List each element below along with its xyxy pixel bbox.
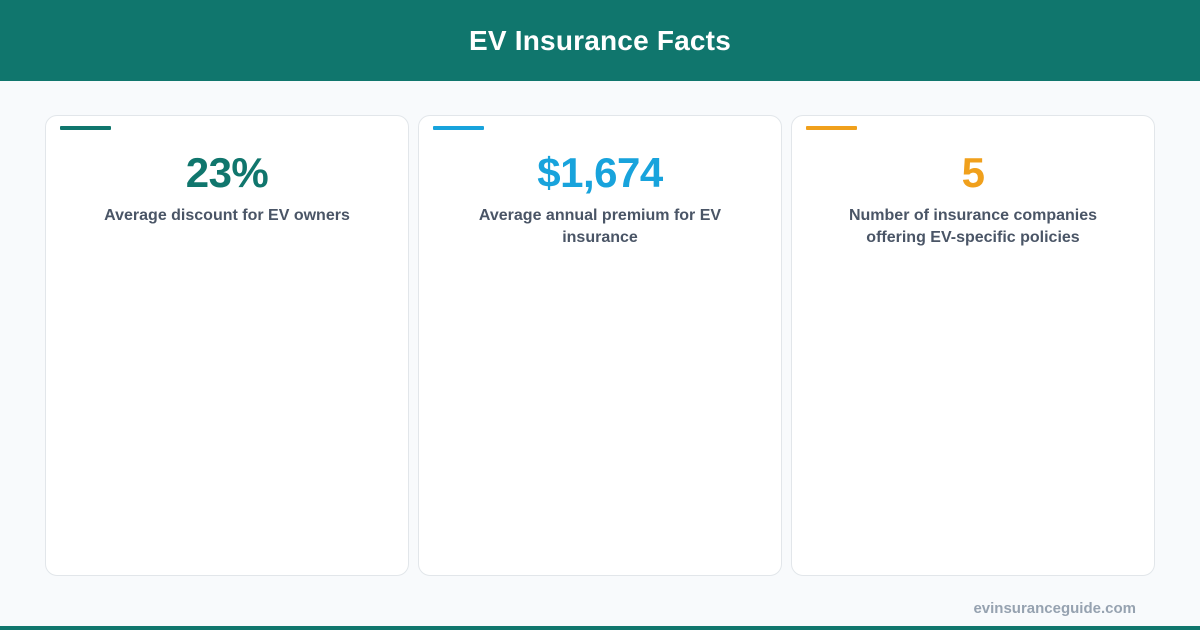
stat-card-premium: $1,674 Average annual premium for EV ins… — [418, 115, 782, 576]
card-accent-bar — [806, 126, 857, 130]
stat-card-discount: 23% Average discount for EV owners — [45, 115, 409, 576]
bottom-accent-bar — [0, 626, 1200, 630]
stat-value: 5 — [961, 149, 985, 196]
stat-card-companies: 5 Number of insurance companies offering… — [791, 115, 1155, 576]
stat-value: $1,674 — [537, 149, 663, 196]
stat-label: Average discount for EV owners — [104, 207, 350, 224]
header-banner: EV Insurance Facts — [0, 0, 1200, 81]
stat-value: 23% — [185, 149, 269, 196]
card-accent-bar — [60, 126, 111, 130]
stat-cards: 23% Average discount for EV owners $1,67… — [45, 115, 1155, 576]
card-accent-bar — [433, 126, 484, 130]
stat-label: Average annual premium for EV insurance — [478, 207, 722, 246]
page-title: EV Insurance Facts — [469, 24, 731, 56]
footer-site-url: evinsuranceguide.com — [973, 600, 1136, 617]
stat-label: Number of insurance companies offering E… — [848, 207, 1098, 246]
